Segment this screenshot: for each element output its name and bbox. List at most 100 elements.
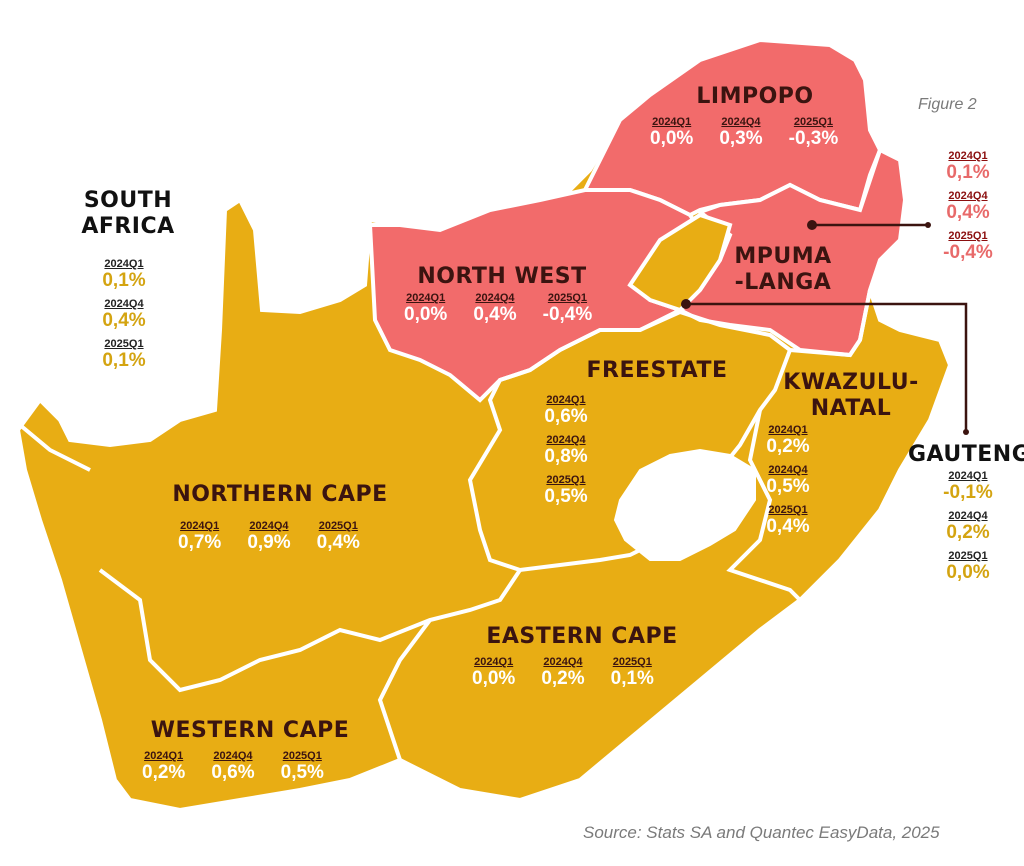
limpopo-name: LIMPOPO [696,84,814,109]
limpopo-v1: 0,0% [650,128,694,149]
nc-cell-2: 2024Q4 0,9% [247,520,290,554]
gp-v3: 0,0% [946,562,990,583]
sa-v1: 0,1% [102,270,146,291]
limpopo-cell-3: 2025Q1 -0,3% [789,116,839,150]
limpopo-q1: 2024Q1 [652,116,692,128]
sa-cell-3: 2025Q1 0,1% [96,338,152,372]
sa-q1: 2024Q1 [104,258,144,270]
fs-v2: 0,8% [544,446,588,467]
gauteng-region [627,212,733,313]
sa-cell-1: 2024Q1 0,1% [96,258,152,292]
south-africa-label: SOUTH AFRICA [78,188,178,240]
mp-v3: -0,4% [943,242,993,263]
cape-borders [18,423,522,761]
sa-q3: 2025Q1 [104,338,144,350]
sa-cell-2: 2024Q4 0,4% [96,298,152,332]
nc-q2: 2024Q4 [249,520,289,532]
gp-v2: 0,2% [946,522,990,543]
northern-cape-values: 2024Q1 0,7% 2024Q4 0,9% 2025Q1 0,4% [178,520,360,554]
kzn-v1: 0,2% [766,436,810,457]
nc-q3: 2025Q1 [318,520,358,532]
sa-v3: 0,1% [102,350,146,371]
mpumalanga-name-2: -LANGA [734,270,832,295]
wc-cell-1: 2024Q1 0,2% [142,750,185,784]
ec-v2: 0,2% [541,668,585,689]
mp-v1: 0,1% [946,162,990,183]
gauteng-callout-dot [681,299,691,309]
wc-cell-2: 2024Q4 0,6% [211,750,254,784]
figure-label: Figure 2 [918,96,977,113]
eastern-cape-name: EASTERN CAPE [486,624,678,649]
north-west-values: 2024Q1 0,0% 2024Q4 0,4% 2025Q1 -0,4% [404,292,592,326]
kzn-name-2: NATAL [810,396,892,421]
nw-cell-3: 2025Q1 -0,4% [543,292,593,326]
mpumalanga-callout-dot [807,220,817,230]
kwazulu-natal-values: 2024Q1 0,2% 2024Q4 0,5% 2025Q1 0,4% [760,424,816,544]
ec-v3: 0,1% [610,668,654,689]
kzn-cell-3: 2025Q1 0,4% [760,504,816,538]
kzn-cell-1: 2024Q1 0,2% [760,424,816,458]
nw-q1: 2024Q1 [406,292,446,304]
nw-cell-2: 2024Q4 0,4% [473,292,516,326]
source-note: Source: Stats SA and Quantec EasyData, 2… [583,823,940,842]
lesotho-hole [613,448,756,561]
ec-q1: 2024Q1 [474,656,514,668]
kzn-v3: 0,4% [766,516,810,537]
freestate-values: 2024Q1 0,6% 2024Q4 0,8% 2025Q1 0,5% [538,394,594,514]
ec-q3: 2025Q1 [612,656,652,668]
fs-q1: 2024Q1 [546,394,586,406]
fs-cell-1: 2024Q1 0,6% [538,394,594,428]
ec-q2: 2024Q4 [543,656,583,668]
nc-v1: 0,7% [178,532,222,553]
nw-q3: 2025Q1 [547,292,588,304]
nw-cell-1: 2024Q1 0,0% [404,292,447,326]
nw-v1: 0,0% [404,304,448,325]
nc-v2: 0,9% [247,532,291,553]
limpopo-v3: -0,3% [788,128,839,149]
wc-v2: 0,6% [211,762,255,783]
nc-cell-1: 2024Q1 0,7% [178,520,221,554]
kzn-q2: 2024Q4 [768,464,808,476]
mp-q1: 2024Q1 [948,150,988,162]
gauteng-callout-end [963,429,969,435]
wc-q3: 2025Q1 [282,750,322,762]
freestate-name: FREESTATE [586,358,728,383]
nc-v3: 0,4% [316,532,360,553]
wc-v1: 0,2% [142,762,186,783]
gauteng-values: 2024Q1 -0,1% 2024Q4 0,2% 2025Q1 0,0% [938,470,998,590]
limpopo-cell-1: 2024Q1 0,0% [650,116,693,150]
south-africa-name-2: AFRICA [81,214,175,239]
limpopo-q2: 2024Q4 [721,116,761,128]
wc-q2: 2024Q4 [213,750,253,762]
nw-v2: 0,4% [473,304,517,325]
mp-cell-2: 2024Q4 0,4% [938,190,998,224]
eastern-cape-values: 2024Q1 0,0% 2024Q4 0,2% 2025Q1 0,1% [472,656,654,690]
mp-v2: 0,4% [946,202,990,223]
gp-q3: 2025Q1 [948,550,988,562]
ec-cell-3: 2025Q1 0,1% [611,656,654,690]
kzn-q1: 2024Q1 [768,424,808,436]
northern-cape-name: NORTHERN CAPE [172,482,388,507]
kzn-border [726,289,872,602]
mpumalanga-label: MPUMA -LANGA [728,244,838,296]
fs-cell-3: 2025Q1 0,5% [538,474,594,508]
mpumalanga-name-1: MPUMA [734,244,832,269]
limpopo-cell-2: 2024Q4 0,3% [719,116,762,150]
gauteng-callout-line [686,302,968,432]
sa-q2: 2024Q4 [104,298,144,310]
kwazulu-natal-label: KWAZULU- NATAL [776,370,926,422]
limpopo-v2: 0,3% [719,128,763,149]
nc-q1: 2024Q1 [180,520,220,532]
western-cape-values: 2024Q1 0,2% 2024Q4 0,6% 2025Q1 0,5% [142,750,324,784]
ec-cell-2: 2024Q4 0,2% [541,656,584,690]
fs-v1: 0,6% [544,406,588,427]
western-cape-name: WESTERN CAPE [150,718,350,743]
gp-cell-1: 2024Q1 -0,1% [938,470,998,504]
gp-q2: 2024Q4 [948,510,988,522]
south-africa-values: 2024Q1 0,1% 2024Q4 0,4% 2025Q1 0,1% [96,258,152,378]
gp-q1: 2024Q1 [948,470,988,482]
kzn-name-1: KWAZULU- [783,370,919,395]
mp-cell-3: 2025Q1 -0,4% [938,230,998,264]
fs-v3: 0,5% [544,486,588,507]
